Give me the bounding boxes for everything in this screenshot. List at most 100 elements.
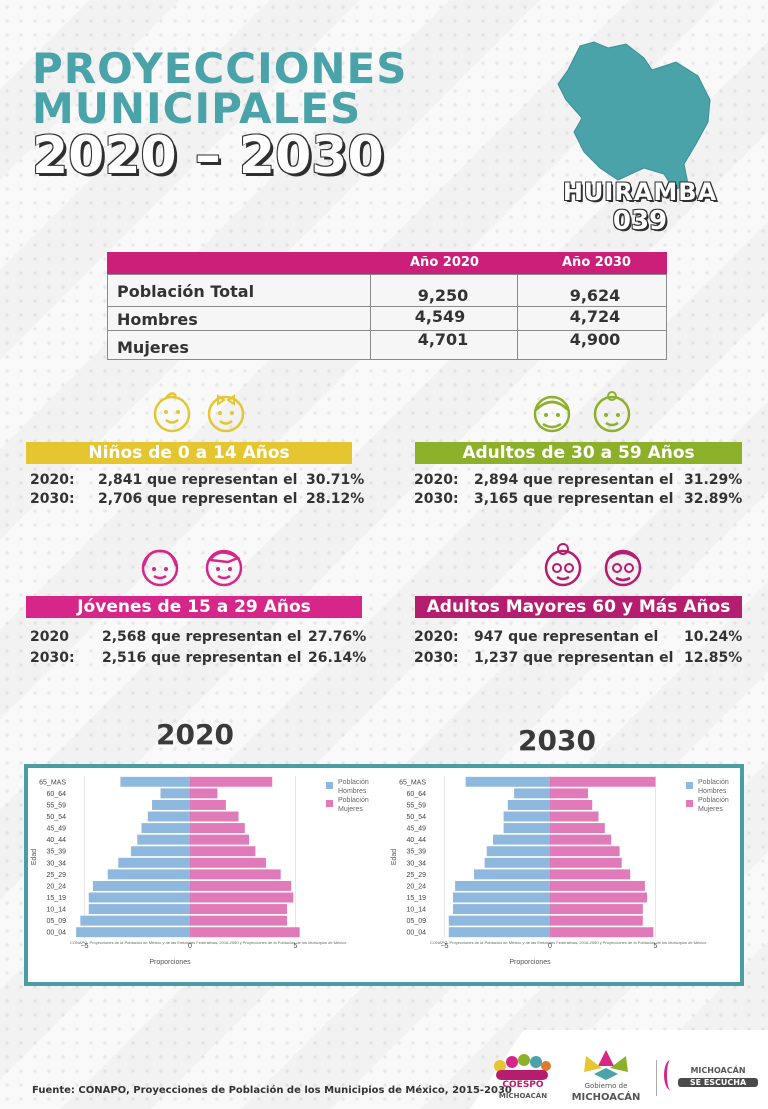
bar-mujeres xyxy=(190,811,239,822)
row-mujeres-2030: 4,900 xyxy=(569,330,621,349)
legend-swatch-mujeres xyxy=(686,800,693,807)
jovenes-pct-2: 26.14% xyxy=(308,650,367,666)
bar-mujeres xyxy=(190,857,266,868)
legend-label-hombres-2: Hombres xyxy=(338,788,367,795)
row-label-total: Población Total xyxy=(117,282,255,301)
legend-label-mujeres-2: Mujeres xyxy=(698,806,723,813)
y-tick-label: 00_04 xyxy=(47,930,67,937)
legend-label-mujeres: Población xyxy=(698,797,729,804)
x-tick-label: −5 xyxy=(441,943,449,950)
bar-mujeres xyxy=(550,776,656,787)
adultos-pct-2: 32.89% xyxy=(684,491,743,507)
y-tick-label: 25_29 xyxy=(407,872,427,879)
y-tick-label: 20_24 xyxy=(47,883,67,890)
y-tick-label: 65_MAS xyxy=(39,779,66,786)
bar-hombres xyxy=(503,811,550,822)
bar-mujeres xyxy=(190,788,218,799)
elderly-woman-face-icon xyxy=(544,543,582,587)
baby-face-icon xyxy=(153,392,191,433)
population-pyramid-2030: 00_04 05_09 10_14 15_19 20_24 25_29 30_34 35_39… xyxy=(391,776,729,966)
bar-mujeres xyxy=(190,869,281,880)
legend-swatch-hombres xyxy=(326,782,333,789)
bar-hombres xyxy=(76,927,190,938)
bar-hombres xyxy=(118,857,190,868)
y-tick-label: 35_39 xyxy=(47,849,67,856)
young-woman-face-icon xyxy=(141,549,179,587)
bar-mujeres xyxy=(550,811,599,822)
y-tick-label: 50_54 xyxy=(407,814,427,821)
table-header: Año 2020 Año 2030 xyxy=(107,252,667,274)
jovenes-text-1: 2,568 que representan el xyxy=(102,629,302,645)
bar-mujeres xyxy=(190,846,256,857)
bar-mujeres xyxy=(190,776,273,787)
row-hombres-2030: 4,724 xyxy=(569,307,621,326)
y-tick-label: 15_19 xyxy=(47,895,67,902)
sound-wave-left-icon xyxy=(664,1060,677,1090)
bar-hombres xyxy=(507,799,550,810)
y-tick-label: 25_29 xyxy=(47,872,67,879)
coespo-logo-icon xyxy=(494,1054,551,1080)
bar-hombres xyxy=(130,846,190,857)
y-tick-label: 45_49 xyxy=(407,826,427,833)
x-tick-label: 0 xyxy=(548,943,552,950)
table-divider xyxy=(517,274,518,360)
jovenes-pct-1: 27.76% xyxy=(308,629,367,645)
ninos-pct-1: 30.71% xyxy=(306,472,365,488)
bar-hombres xyxy=(448,927,550,938)
bar-hombres xyxy=(80,915,190,926)
bar-hombres xyxy=(448,915,550,926)
mayores-year-1: 2020: xyxy=(414,629,459,645)
bar-hombres xyxy=(484,857,550,868)
adultos-pct-1: 31.29% xyxy=(684,472,743,488)
y-tick-label: 60_64 xyxy=(407,791,427,798)
y-axis-label: Edad xyxy=(31,849,38,865)
bar-hombres xyxy=(141,823,190,834)
row-mujeres-2020: 4,701 xyxy=(417,330,469,349)
bar-hombres xyxy=(152,799,190,810)
source-note: CONAPO. Proyecciones de la Población de … xyxy=(70,940,347,945)
x-axis-label: Proporciones xyxy=(149,959,191,966)
col-2030-header: Año 2030 xyxy=(562,255,631,270)
banner-jovenes: Jóvenes de 15 a 29 Años xyxy=(26,596,362,618)
bar-hombres xyxy=(455,880,550,891)
y-tick-label: 40_44 xyxy=(47,837,67,844)
ninos-pct-2: 28.12% xyxy=(306,491,365,507)
y-tick-label: 55_59 xyxy=(47,802,67,809)
table-divider xyxy=(370,274,371,360)
bar-mujeres xyxy=(550,869,631,880)
ninos-text-1: 2,841 que representan el xyxy=(98,472,298,488)
bar-hombres xyxy=(137,834,190,845)
y-tick-label: 40_44 xyxy=(407,837,427,844)
bar-mujeres xyxy=(550,904,643,915)
x-tick-label: −5 xyxy=(81,943,89,950)
legend-label-hombres: Población xyxy=(338,779,369,786)
jovenes-text-2: 2,516 que representan el xyxy=(102,650,302,666)
municipality-name: HUIRAMBA xyxy=(562,178,718,206)
municipality-code: 039 xyxy=(612,206,668,236)
michoacan-se-escucha-line1: MICHOACÁN xyxy=(690,1066,746,1075)
coespo-logo-line1: COESPO xyxy=(502,1080,544,1090)
y-tick-label: 50_54 xyxy=(47,814,67,821)
y-tick-label: 35_39 xyxy=(407,849,427,856)
y-tick-label: 10_14 xyxy=(47,907,67,914)
table-rule xyxy=(107,330,667,331)
row-total-2030: 9,624 xyxy=(569,286,621,305)
bar-hombres xyxy=(160,788,190,799)
table-rule xyxy=(107,306,667,307)
bar-mujeres xyxy=(190,927,300,938)
bar-hombres xyxy=(474,869,550,880)
bar-hombres xyxy=(452,904,550,915)
legend-swatch-mujeres xyxy=(326,800,333,807)
gobierno-logo-line1: Gobierno de xyxy=(584,1082,628,1090)
bar-mujeres xyxy=(550,788,588,799)
bar-mujeres xyxy=(550,927,654,938)
legend-label-hombres: Población xyxy=(698,779,729,786)
table-body xyxy=(107,274,667,360)
bar-hombres xyxy=(147,811,190,822)
col-2020-header: Año 2020 xyxy=(410,255,479,270)
x-axis-label: Proporciones xyxy=(509,959,551,966)
banner-adultos: Adultos de 30 a 59 Años xyxy=(415,442,742,464)
row-hombres-2020: 4,549 xyxy=(414,307,466,326)
y-tick-label: 10_14 xyxy=(407,907,427,914)
adultos-year-2: 2030: xyxy=(414,491,459,507)
